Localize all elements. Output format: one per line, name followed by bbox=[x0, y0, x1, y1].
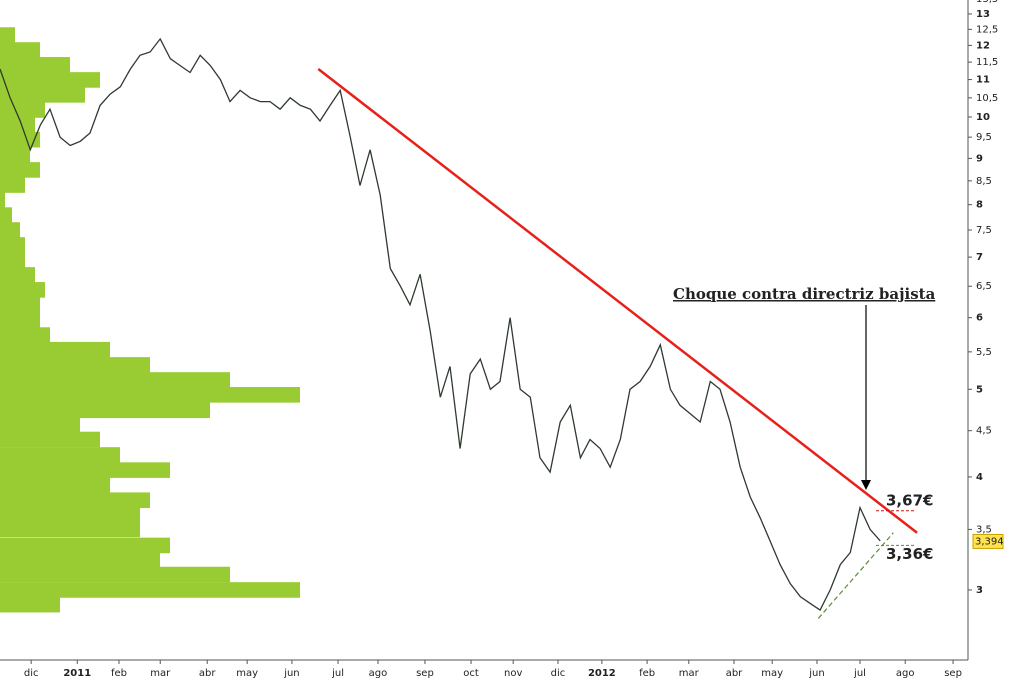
profile-bar bbox=[0, 537, 170, 554]
profile-bar bbox=[0, 582, 300, 598]
profile-bar bbox=[0, 102, 45, 118]
x-tick-label: may bbox=[236, 668, 258, 679]
profile-bar bbox=[0, 507, 140, 523]
profile-bar bbox=[0, 492, 150, 509]
x-tick-label: abr bbox=[199, 668, 216, 679]
profile-bar bbox=[0, 207, 12, 223]
x-tick-label: sep bbox=[416, 668, 434, 679]
profile-bar bbox=[0, 267, 35, 283]
profile-bar bbox=[0, 551, 160, 568]
profile-bar bbox=[0, 431, 100, 448]
profile-bar bbox=[0, 402, 210, 419]
profile-bar bbox=[0, 341, 110, 358]
y-tick-label: 5 bbox=[976, 384, 983, 395]
y-tick-label: 8 bbox=[976, 200, 983, 211]
x-tick-label: oct bbox=[463, 668, 479, 679]
profile-bar bbox=[0, 372, 230, 388]
profile-bar bbox=[0, 282, 45, 298]
last-price-box bbox=[972, 533, 1004, 549]
x-tick-label: nov bbox=[504, 668, 522, 679]
profile-bar bbox=[0, 191, 5, 208]
x-tick-label: jul bbox=[853, 668, 866, 679]
y-tick-label: 9 bbox=[976, 153, 983, 164]
y-tick-label: 13,5 bbox=[976, 0, 998, 5]
profile-bar bbox=[0, 416, 80, 433]
y-tick-label: 9,5 bbox=[976, 132, 992, 143]
x-tick-label: mar bbox=[679, 668, 700, 679]
profile-bar bbox=[0, 237, 25, 253]
profile-bar bbox=[0, 357, 150, 373]
y-tick-label: 3 bbox=[976, 585, 983, 596]
x-tick-label: 2012 bbox=[588, 668, 616, 679]
x-tick-label: jul bbox=[331, 668, 344, 679]
trendline bbox=[817, 532, 894, 619]
profile-bar bbox=[0, 72, 100, 88]
y-tick-label: 4,5 bbox=[976, 426, 992, 437]
y-tick-label: 11,5 bbox=[976, 57, 998, 68]
profile-bar bbox=[0, 87, 85, 103]
profile-bar bbox=[0, 447, 120, 463]
x-tick-label: jun bbox=[283, 668, 299, 679]
profile-bar bbox=[0, 222, 20, 238]
y-tick-label: 7 bbox=[976, 252, 983, 263]
profile-bar bbox=[0, 147, 30, 163]
profile-bar bbox=[0, 312, 40, 329]
last-price-label: 3,394 bbox=[975, 536, 1004, 547]
profile-bar bbox=[0, 131, 40, 148]
profile-bar bbox=[0, 566, 230, 583]
y-tick-label: 6,5 bbox=[976, 281, 992, 292]
profile-bar bbox=[0, 387, 300, 403]
x-tick-label: mar bbox=[150, 668, 171, 679]
y-tick-label: 7,5 bbox=[976, 225, 992, 236]
profile-bar bbox=[0, 327, 50, 343]
y-tick-label: 11 bbox=[976, 75, 990, 86]
x-tick-label: abr bbox=[726, 668, 743, 679]
price-line bbox=[0, 37, 881, 612]
y-tick-label: 4 bbox=[976, 472, 983, 483]
profile-bar bbox=[0, 296, 40, 313]
profile-bar bbox=[0, 521, 140, 538]
profile-bar bbox=[0, 42, 40, 58]
profile-bar bbox=[0, 177, 25, 193]
profile-bar bbox=[0, 57, 70, 73]
x-tick-label: ago bbox=[369, 668, 388, 679]
x-tick-label: jun bbox=[808, 668, 824, 679]
y-tick-label: 12 bbox=[976, 40, 990, 51]
x-tick-label: may bbox=[761, 668, 783, 679]
y-tick-label: 13 bbox=[976, 9, 990, 20]
x-tick-label: feb bbox=[111, 668, 127, 679]
arrow-head bbox=[861, 480, 871, 490]
y-tick-label: 10,5 bbox=[976, 93, 998, 104]
x-tick-label: dic bbox=[551, 668, 566, 679]
price-label: 3,67€ bbox=[886, 491, 933, 509]
profile-bar bbox=[0, 477, 110, 493]
profile-bar bbox=[0, 252, 25, 268]
y-tick-label: 6 bbox=[976, 313, 983, 324]
annotation: Choque contra directriz bajista bbox=[673, 285, 936, 303]
y-tick-label: 10 bbox=[976, 112, 990, 123]
x-tick-label: 2011 bbox=[63, 668, 91, 679]
x-tick-label: sep bbox=[944, 668, 962, 679]
x-tick-label: ago bbox=[896, 668, 915, 679]
y-tick-label: 3,5 bbox=[976, 524, 992, 535]
profile-bar bbox=[0, 596, 60, 613]
profile-bar bbox=[0, 462, 170, 478]
trendline bbox=[317, 68, 918, 534]
y-tick-label: 8,5 bbox=[976, 176, 992, 187]
y-tick-label: 12,5 bbox=[976, 24, 998, 35]
profile-bar bbox=[0, 117, 35, 133]
x-tick-label: dic bbox=[24, 668, 39, 679]
y-tick-label: 5,5 bbox=[976, 347, 992, 358]
price-label: 3,36€ bbox=[886, 545, 933, 563]
profile-bar bbox=[0, 27, 15, 43]
profile-bar bbox=[0, 162, 40, 178]
x-tick-label: feb bbox=[639, 668, 655, 679]
